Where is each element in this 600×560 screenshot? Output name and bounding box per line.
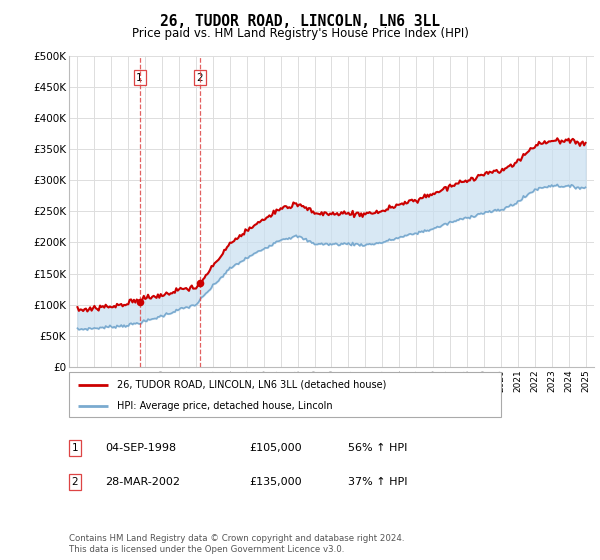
Text: HPI: Average price, detached house, Lincoln: HPI: Average price, detached house, Linc… [116,401,332,411]
Text: 26, TUDOR ROAD, LINCOLN, LN6 3LL: 26, TUDOR ROAD, LINCOLN, LN6 3LL [160,14,440,29]
Text: Price paid vs. HM Land Registry's House Price Index (HPI): Price paid vs. HM Land Registry's House … [131,27,469,40]
Text: 2: 2 [71,477,79,487]
Text: 28-MAR-2002: 28-MAR-2002 [105,477,180,487]
Text: 04-SEP-1998: 04-SEP-1998 [105,443,176,453]
Text: 1: 1 [71,443,79,453]
Text: 37% ↑ HPI: 37% ↑ HPI [348,477,407,487]
Text: 1: 1 [136,73,143,83]
Text: 2: 2 [197,73,203,83]
Text: £135,000: £135,000 [249,477,302,487]
Text: 26, TUDOR ROAD, LINCOLN, LN6 3LL (detached house): 26, TUDOR ROAD, LINCOLN, LN6 3LL (detach… [116,380,386,390]
Text: £105,000: £105,000 [249,443,302,453]
FancyBboxPatch shape [69,372,501,417]
Text: 56% ↑ HPI: 56% ↑ HPI [348,443,407,453]
Text: Contains HM Land Registry data © Crown copyright and database right 2024.
This d: Contains HM Land Registry data © Crown c… [69,534,404,554]
